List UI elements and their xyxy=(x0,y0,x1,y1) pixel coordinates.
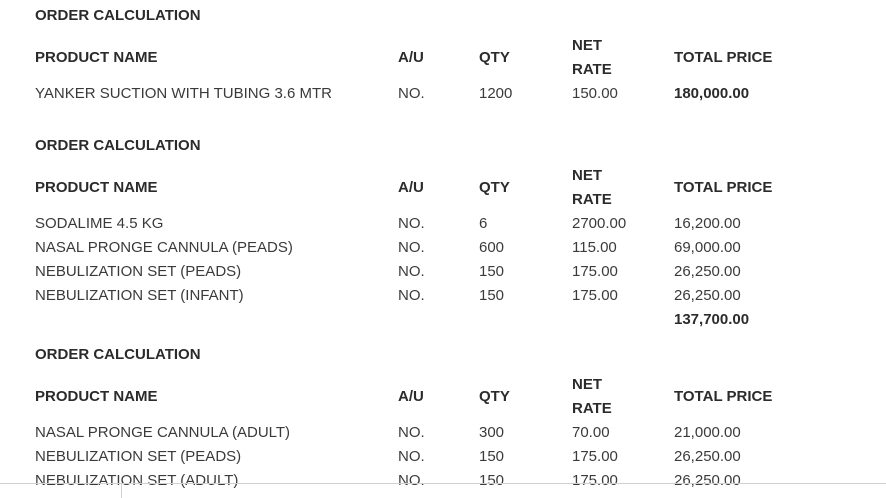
header-au: A/U xyxy=(398,179,424,196)
header-qty: QTY xyxy=(479,49,510,66)
product-au: NO. xyxy=(398,287,425,304)
product-au: NO. xyxy=(398,263,425,280)
product-rate: 175.00 xyxy=(572,448,618,465)
product-qty: 150 xyxy=(479,287,505,304)
product-name: NASAL PRONGE CANNULA (PEADS) xyxy=(35,239,293,256)
table-row: SODALIME 4.5 KG NO. 6 2700.00 16,200.00 xyxy=(35,212,855,236)
header-net-rate: NET RATE xyxy=(572,373,612,421)
product-qty: 6 xyxy=(479,215,488,232)
product-name: NEBULIZATION SET (INFANT) xyxy=(35,287,244,304)
table-header: PRODUCT NAME A/U QTY NET RATE TOTAL PRICE xyxy=(35,34,855,82)
page-bottom-divider xyxy=(0,483,886,484)
product-au: NO. xyxy=(398,472,425,489)
section-title: ORDER CALCULATION xyxy=(35,137,201,154)
section-title: ORDER CALCULATION xyxy=(35,346,201,363)
header-total-price: TOTAL PRICE xyxy=(674,388,773,405)
product-rate: 175.00 xyxy=(572,263,618,280)
product-au: NO. xyxy=(398,239,425,256)
table-row: NEBULIZATION SET (PEADS) NO. 150 175.00 … xyxy=(35,445,855,469)
product-total: 26,250.00 xyxy=(674,263,741,280)
header-product-name: PRODUCT NAME xyxy=(35,388,158,405)
product-rate: 2700.00 xyxy=(572,215,627,232)
header-qty: QTY xyxy=(479,179,510,196)
product-qty: 600 xyxy=(479,239,505,256)
product-au: NO. xyxy=(398,85,425,102)
header-au: A/U xyxy=(398,49,424,66)
header-net: NET xyxy=(572,37,602,54)
product-name: YANKER SUCTION WITH TUBING 3.6 MTR xyxy=(35,85,332,102)
header-net: NET xyxy=(572,167,602,184)
product-rate: 70.00 xyxy=(572,424,610,441)
section-sum-row: 137,700.00 xyxy=(35,308,855,332)
header-total-price: TOTAL PRICE xyxy=(674,179,773,196)
header-rate: RATE xyxy=(572,61,612,78)
header-au: A/U xyxy=(398,388,424,405)
table-header: PRODUCT NAME A/U QTY NET RATE TOTAL PRICE xyxy=(35,164,855,212)
product-qty: 150 xyxy=(479,472,505,489)
header-net: NET xyxy=(572,376,602,393)
product-qty: 300 xyxy=(479,424,505,441)
product-name: NEBULIZATION SET (PEADS) xyxy=(35,448,242,465)
product-total: 26,250.00 xyxy=(674,448,741,465)
table-row: NEBULIZATION SET (PEADS) NO. 150 175.00 … xyxy=(35,260,855,284)
table-row: NEBULIZATION SET (ADULT) NO. 150 175.00 … xyxy=(35,469,855,493)
page-bottom-tick xyxy=(121,484,122,498)
header-qty: QTY xyxy=(479,388,510,405)
table-row: YANKER SUCTION WITH TUBING 3.6 MTR NO. 1… xyxy=(35,82,855,106)
table-header: PRODUCT NAME A/U QTY NET RATE TOTAL PRICE xyxy=(35,373,855,421)
product-total: 69,000.00 xyxy=(674,239,741,256)
header-net-rate: NET RATE xyxy=(572,164,612,212)
table-row: NEBULIZATION SET (INFANT) NO. 150 175.00… xyxy=(35,284,855,308)
header-product-name: PRODUCT NAME xyxy=(35,49,158,66)
product-total: 21,000.00 xyxy=(674,424,741,441)
product-name: NEBULIZATION SET (PEADS) xyxy=(35,263,242,280)
product-total: 16,200.00 xyxy=(674,215,741,232)
header-net-rate: NET RATE xyxy=(572,34,612,82)
product-rate: 150.00 xyxy=(572,85,618,102)
header-rate: RATE xyxy=(572,400,612,417)
header-product-name: PRODUCT NAME xyxy=(35,179,158,196)
product-total: 26,250.00 xyxy=(674,287,741,304)
product-qty: 150 xyxy=(479,263,505,280)
product-name: NASAL PRONGE CANNULA (ADULT) xyxy=(35,424,291,441)
product-total: 180,000.00 xyxy=(674,85,750,102)
product-total: 26,250.00 xyxy=(674,472,741,489)
order-section-1: ORDER CALCULATION PRODUCT NAME A/U QTY N… xyxy=(35,6,855,106)
product-name: SODALIME 4.5 KG xyxy=(35,215,164,232)
table-row: NASAL PRONGE CANNULA (PEADS) NO. 600 115… xyxy=(35,236,855,260)
section-title: ORDER CALCULATION xyxy=(35,7,201,24)
table-row: NASAL PRONGE CANNULA (ADULT) NO. 300 70.… xyxy=(35,421,855,445)
product-qty: 1200 xyxy=(479,85,513,102)
section-sum: 137,700.00 xyxy=(674,311,750,328)
header-total-price: TOTAL PRICE xyxy=(674,49,773,66)
order-section-3: ORDER CALCULATION PRODUCT NAME A/U QTY N… xyxy=(35,345,855,493)
product-rate: 175.00 xyxy=(572,287,618,304)
product-qty: 150 xyxy=(479,448,505,465)
product-au: NO. xyxy=(398,215,425,232)
product-au: NO. xyxy=(398,448,425,465)
product-au: NO. xyxy=(398,424,425,441)
product-name: NEBULIZATION SET (ADULT) xyxy=(35,472,239,489)
header-rate: RATE xyxy=(572,191,612,208)
order-section-2: ORDER CALCULATION PRODUCT NAME A/U QTY N… xyxy=(35,136,855,332)
product-rate: 115.00 xyxy=(572,239,617,256)
product-rate: 175.00 xyxy=(572,472,618,489)
